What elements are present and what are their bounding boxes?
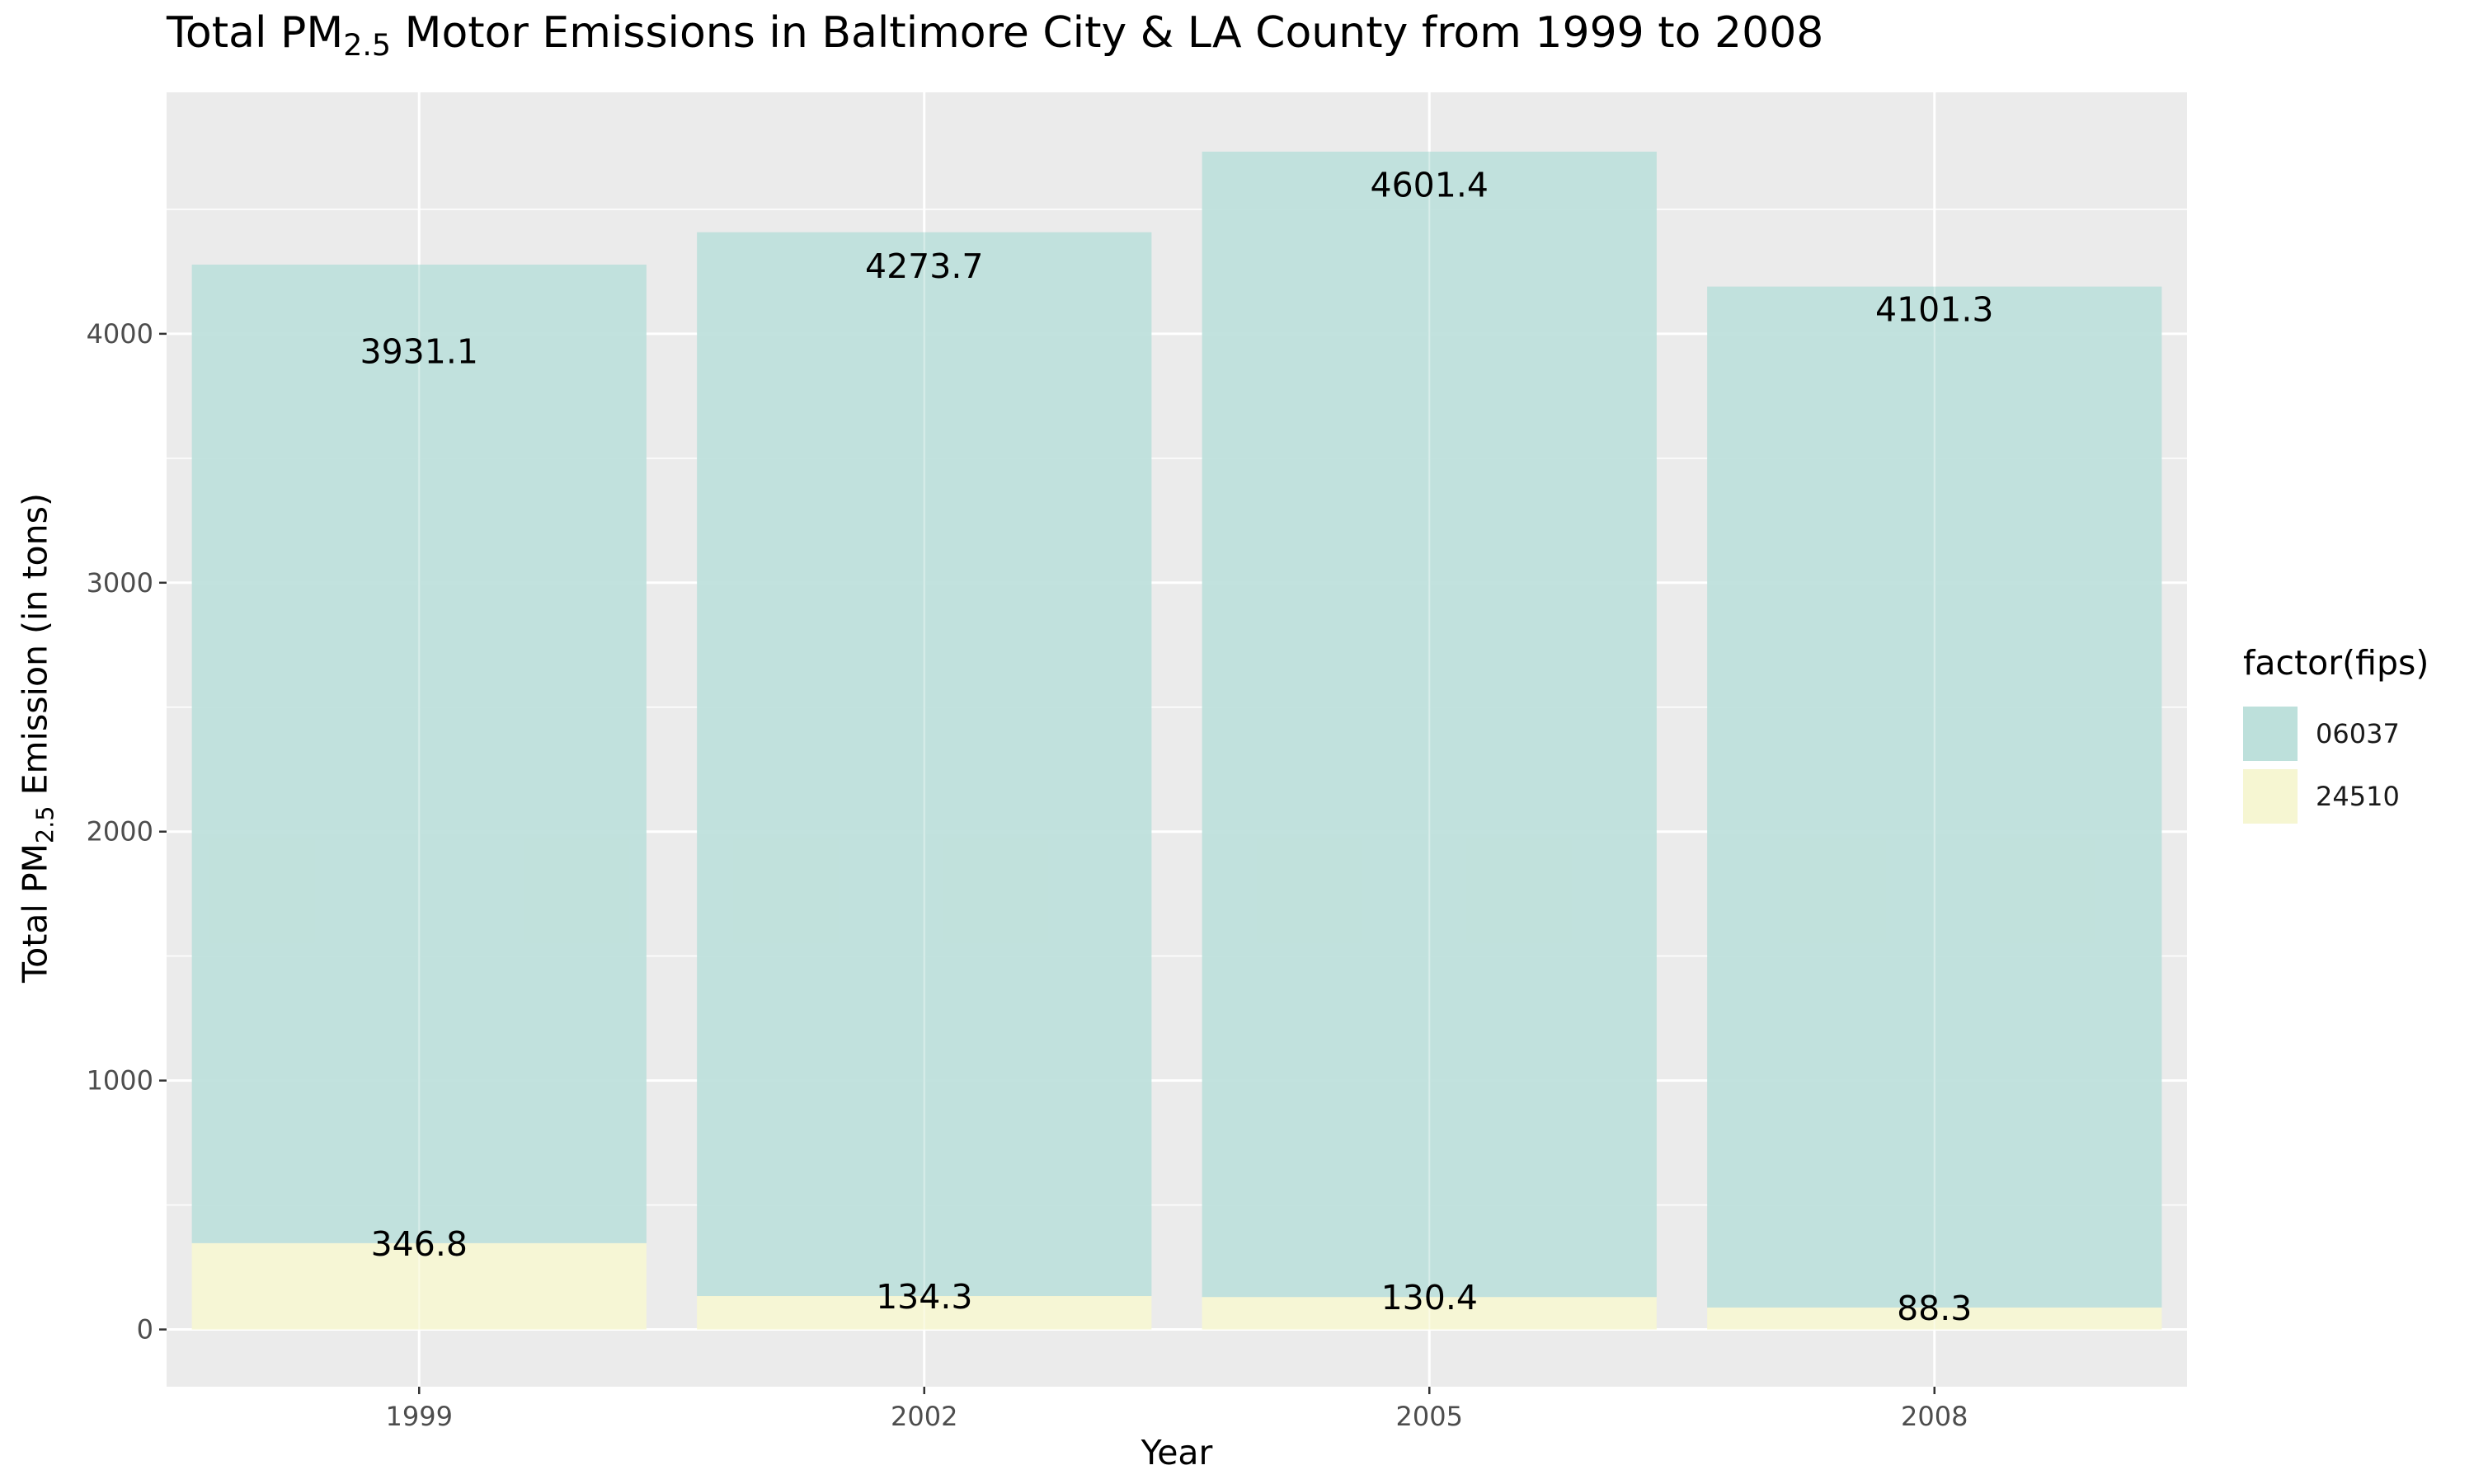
legend-title: factor(fips) bbox=[2243, 643, 2429, 683]
data-label-24510-1999: 346.8 bbox=[371, 1224, 468, 1264]
bar-24510-2002 bbox=[697, 1296, 1152, 1330]
y-tick-label: 0 bbox=[137, 1314, 153, 1345]
bar-24510-2005 bbox=[1202, 1297, 1657, 1330]
y-tick-label: 3000 bbox=[87, 567, 153, 599]
data-label-06037-2005: 4601.4 bbox=[1371, 165, 1489, 204]
x-tick-label: 2002 bbox=[891, 1401, 957, 1432]
bar-06037-2002 bbox=[697, 232, 1152, 1297]
data-label-24510-2002: 134.3 bbox=[876, 1277, 972, 1317]
legend-label-06037: 06037 bbox=[2316, 718, 2400, 749]
x-tick-label: 2005 bbox=[1396, 1401, 1463, 1432]
x-tick-label: 1999 bbox=[386, 1401, 453, 1432]
x-axis-title: Year bbox=[1141, 1433, 1213, 1472]
bar-06037-2005 bbox=[1202, 151, 1657, 1298]
legend-label-24510: 24510 bbox=[2316, 781, 2400, 812]
data-label-06037-2002: 4273.7 bbox=[865, 247, 983, 286]
legend-item-24510: 24510 bbox=[2243, 765, 2429, 828]
legend-key-06037 bbox=[2243, 707, 2298, 761]
data-label-24510-2005: 130.4 bbox=[1381, 1278, 1478, 1317]
data-label-24510-2008: 88.3 bbox=[1897, 1289, 1972, 1328]
y-tick-label: 4000 bbox=[87, 318, 153, 350]
legend-item-06037: 06037 bbox=[2243, 702, 2429, 765]
bar-06037-1999 bbox=[191, 264, 647, 1243]
legend: factor(fips) 06037 24510 bbox=[2243, 643, 2429, 828]
chart-title: Total PM2.5 Motor Emissions in Baltimore… bbox=[167, 8, 1824, 63]
data-label-06037-1999: 3931.1 bbox=[360, 332, 478, 372]
legend-key-24510 bbox=[2243, 769, 2298, 824]
x-tick-label: 2008 bbox=[1901, 1401, 1968, 1432]
bar-06037-2008 bbox=[1707, 286, 2162, 1308]
data-label-06037-2008: 4101.3 bbox=[1875, 289, 1993, 329]
y-tick-label: 2000 bbox=[87, 816, 153, 848]
bar-24510-2008 bbox=[1707, 1307, 2162, 1330]
y-tick-label: 1000 bbox=[87, 1065, 153, 1097]
bar-24510-1999 bbox=[191, 1242, 647, 1330]
